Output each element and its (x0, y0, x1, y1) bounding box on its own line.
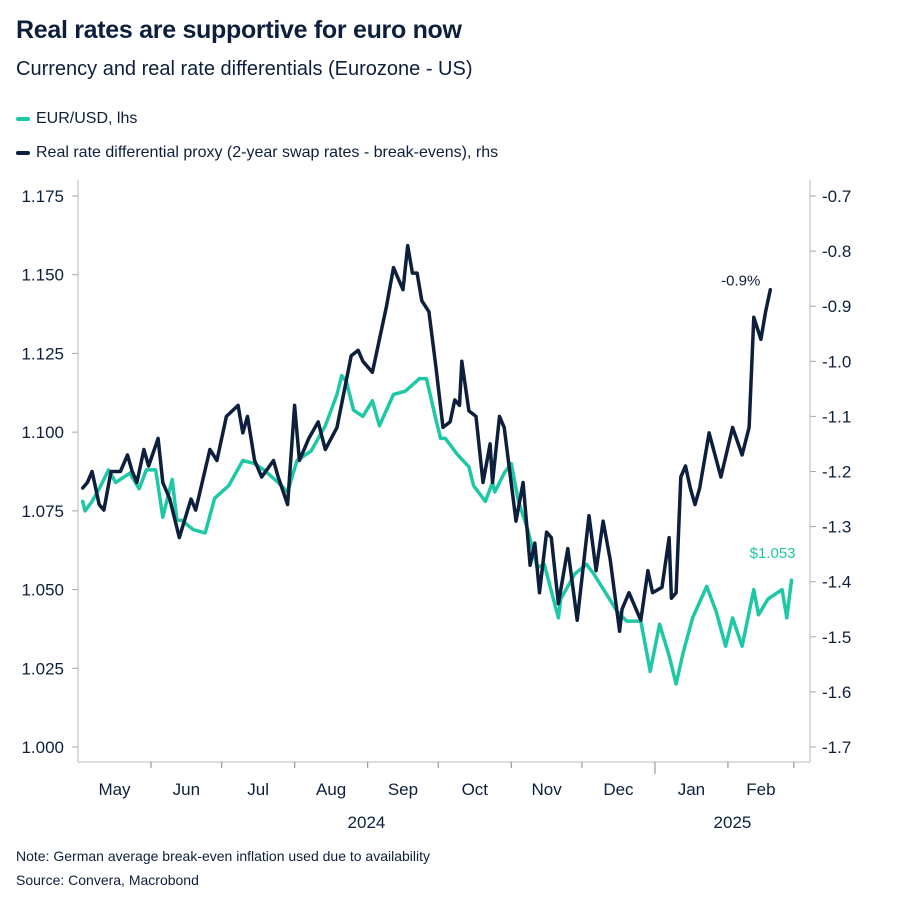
legend-label-real-rate: Real rate differential proxy (2-year swa… (36, 144, 499, 161)
legend-swatch-real-rate (16, 151, 30, 155)
chart-title: Real rates are supportive for euro now (16, 16, 462, 44)
real-rate-line (80, 243, 773, 634)
left-axis-tick-label: 1.000 (21, 738, 64, 757)
right-axis-tick-label: -1.0 (822, 352, 851, 371)
left-axis-tick-label: 1.150 (21, 266, 64, 285)
right-axis-tick-label: -1.3 (822, 518, 851, 537)
left-axis-tick-label: 1.175 (21, 187, 64, 206)
left-axis-tick-label: 1.125 (21, 344, 64, 363)
legend-label-eurusd: EUR/USD, lhs (36, 110, 138, 127)
left-axis-tick-label: 1.075 (21, 502, 64, 521)
x-axis-month-label: Oct (462, 780, 489, 799)
left-axis-tick-label: 1.050 (21, 581, 64, 600)
right-axis-tick-label: -1.5 (822, 628, 851, 647)
chart-note: Note: German average break-even inflatio… (16, 848, 431, 864)
left-axis-tick-label: 1.100 (21, 423, 64, 442)
left-axis-tick-label: 1.025 (21, 659, 64, 678)
right-axis-tick-label: -1.6 (822, 683, 851, 702)
right-axis-tick-label: -1.1 (822, 407, 851, 426)
legend-item-real-rate: Real rate differential proxy (2-year swa… (16, 144, 498, 162)
real-rate-end-label: -0.9% (721, 273, 760, 290)
x-axis-year-label: 2025 (714, 813, 752, 832)
right-axis-tick-label: -1.2 (822, 463, 851, 482)
x-axis-month-label: May (98, 780, 131, 799)
x-axis-month-label: Aug (316, 780, 346, 799)
right-axis-tick-label: -0.8 (822, 242, 851, 261)
x-axis-month-label: Jul (247, 780, 269, 799)
chart-subtitle: Currency and real rate differentials (Eu… (16, 58, 473, 80)
x-axis-month-label: Nov (531, 780, 562, 799)
right-axis-tick-label: -1.7 (822, 738, 851, 757)
right-axis-tick-label: -1.4 (822, 573, 851, 592)
right-axis-tick-label: -0.7 (822, 187, 851, 206)
x-axis-month-label: Jan (678, 780, 705, 799)
x-axis-month-label: Jun (173, 780, 200, 799)
x-axis-month-label: Dec (603, 780, 634, 799)
x-axis-month-label: Sep (388, 780, 418, 799)
right-axis-tick-label: -0.9 (822, 297, 851, 316)
legend-item-eurusd: EUR/USD, lhs (16, 110, 137, 128)
chart-source: Source: Convera, Macrobond (16, 872, 199, 888)
x-axis-year-label: 2024 (348, 813, 386, 832)
x-axis-month-label: Feb (746, 780, 775, 799)
eurusd-end-label: $1.053 (750, 545, 796, 562)
eurusd-line (80, 373, 794, 686)
legend-swatch-eurusd (16, 117, 30, 121)
